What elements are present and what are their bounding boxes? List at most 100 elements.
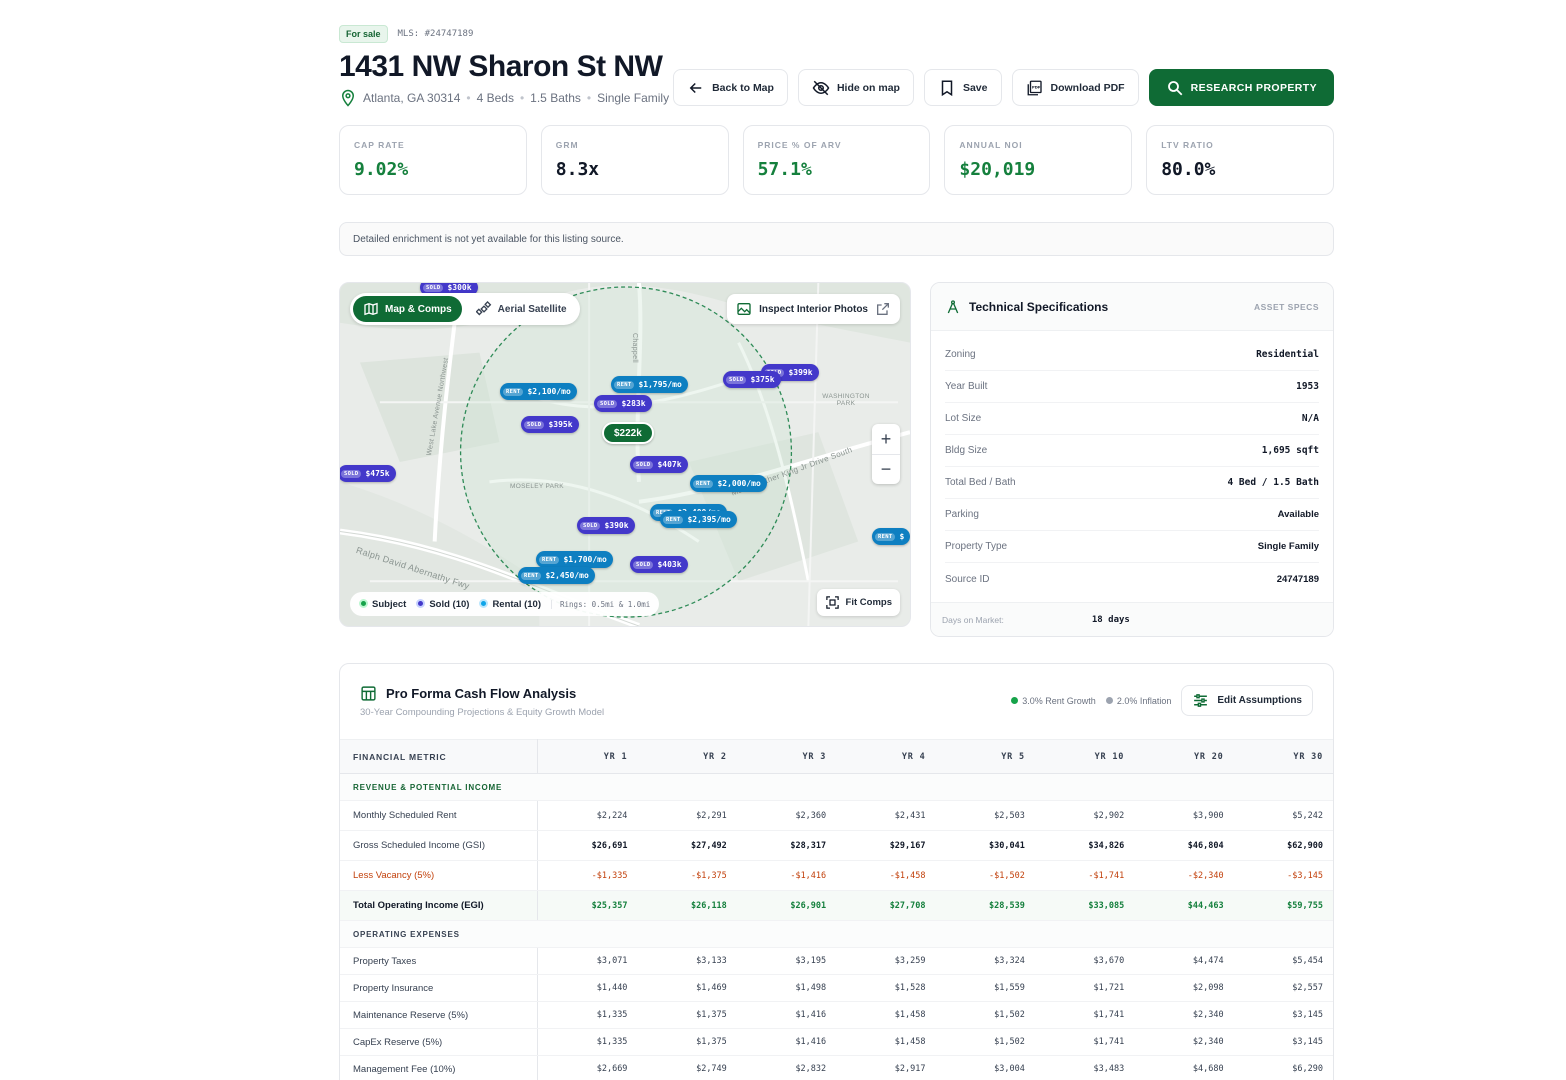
fit-bounds-icon (825, 596, 839, 609)
tab-aerial-satellite[interactable]: Aerial Satellite (466, 296, 577, 322)
comp-pin-sold[interactable]: SOLD $395k (521, 416, 579, 433)
location-pin-icon (339, 89, 357, 107)
save-button[interactable]: Save (923, 69, 1002, 106)
spec-row: Lot Size N/A (945, 403, 1319, 435)
hide-on-map-button[interactable]: Hide on map (797, 69, 914, 106)
comp-pin-sold[interactable]: SOLD $407k (630, 456, 688, 473)
comp-pin-rent[interactable]: RENT $1,700/mo (536, 551, 613, 568)
location-text: Atlanta, GA 30314 (363, 91, 461, 105)
comp-pin-rent[interactable]: RENT $ (872, 528, 910, 545)
comp-pin-sold[interactable]: SOLD $300k (420, 283, 478, 296)
comps-map[interactable]: MOSELEY PARK WASHINGTON PARK Ralph David… (339, 282, 911, 627)
comp-pin-sold[interactable]: SOLD $375k (723, 371, 781, 388)
header-actions: Back to Map Hide on map Save PDF Downloa… (673, 69, 1334, 106)
map-legend: Subject Sold (10) Rental (10) Rings: 0.5… (350, 592, 660, 616)
inflation-chip: 2.0% Inflation (1105, 696, 1171, 706)
pdf-icon: PDF (1027, 80, 1042, 95)
table-icon (361, 686, 376, 701)
subject-pin[interactable]: $222k (602, 422, 654, 444)
table-row: CapEx Reserve (5%) $1,335 $1,375 $1,416 $1,… (340, 1028, 1333, 1056)
download-pdf-button[interactable]: PDF Download PDF (1011, 69, 1139, 106)
spec-rows: Zoning Residential Year Built 1953 Lot Siz… (931, 331, 1333, 595)
kpi-cap-rate: CAP RATE 9.02% (339, 125, 527, 195)
back-to-map-button[interactable]: Back to Map (673, 69, 788, 106)
search-icon (1167, 80, 1182, 95)
compass-drafting-icon (947, 299, 959, 313)
baths-text: 1.5 Baths (530, 91, 581, 105)
spec-row: Source ID 24747189 (945, 573, 1319, 585)
property-header: For sale MLS: #24747189 1431 NW Sharon S… (339, 24, 1334, 114)
research-property-button[interactable]: RESEARCH PROPERTY (1148, 69, 1334, 106)
image-icon (737, 303, 751, 315)
spec-row: Zoning Residential (945, 339, 1319, 371)
map-label-moseley: MOSELEY PARK (510, 483, 564, 490)
map-label-chappell: Chappell (631, 333, 638, 364)
page-title: 1431 NW Sharon St NW (339, 50, 663, 83)
days-on-market: Days on Market: 18 days (931, 602, 1333, 636)
specs-title: Technical Specifications (969, 299, 1109, 314)
external-link-icon (877, 303, 889, 315)
arrow-left-icon (689, 82, 702, 93)
comp-pin-sold[interactable]: SOLD $475k (340, 465, 396, 482)
kpi-ltv-ratio: LTV RATIO 80.0% (1146, 125, 1334, 195)
comp-pin-rent[interactable]: RENT $1,795/mo (611, 376, 688, 393)
map-background (340, 283, 910, 626)
property-type-text: Single Family (597, 91, 670, 105)
enrichment-notice: Detailed enrichment is not yet available… (339, 222, 1334, 256)
table-row: Less Vacancy (5%) -$1,335 -$1,375 -$1,416-… (340, 860, 1333, 891)
spec-row: Total Bed / Bath 4 Bed / 1.5 Bath (945, 467, 1319, 499)
pro-forma-panel: Pro Forma Cash Flow Analysis 30-Year Com… (339, 663, 1334, 1080)
pro-forma-subtitle: 30-Year Compounding Projections & Equity… (360, 707, 605, 718)
spec-row: Property Type Single Family (945, 531, 1319, 563)
fit-comps-button[interactable]: Fit Comps (816, 589, 900, 616)
comp-pin-rent[interactable]: RENT $2,100/mo (500, 383, 577, 400)
technical-specs-panel: Technical Specifications ASSET SPECS Zon… (930, 282, 1334, 637)
map-view-tabs: Map & Comps Aerial Satellite (350, 293, 580, 325)
kpi-row: CAP RATE 9.02% GRM 8.3x PRICE % OF ARV 5… (339, 125, 1334, 195)
sliders-icon (1194, 694, 1208, 707)
table-row: Management Fee (10%) $2,669 $2,749 $2,832 $… (340, 1055, 1333, 1080)
table-row: Total Operating Income (EGI) $25,357 $26,… (340, 890, 1333, 921)
pro-forma-title: Pro Forma Cash Flow Analysis (386, 686, 577, 701)
legend-rings: Rings: 0.5mi & 1.0mi (551, 599, 650, 609)
comp-pin-sold[interactable]: SOLD $283k (594, 395, 652, 412)
eye-off-icon (812, 80, 830, 95)
satellite-icon (475, 301, 491, 316)
legend-sold: Sold (10) (416, 598, 469, 610)
cash-flow-table: FINANCIAL METRIC YR 1 YR 2 YR 3 YR 4 YR … (340, 739, 1333, 1080)
kpi-annual-noi: ANNUAL NOI $20,019 (944, 125, 1133, 195)
inspect-photos-button[interactable]: Inspect Interior Photos (727, 294, 900, 324)
bookmark-icon (941, 80, 953, 96)
comp-pin-rent[interactable]: RENT $2,450/mo (518, 567, 595, 584)
beds-text: 4 Beds (476, 91, 514, 105)
kpi-price-arv: PRICE % OF ARV 57.1% (742, 125, 931, 195)
zoom-out-button[interactable]: − (872, 454, 900, 484)
table-row: Property Insurance $1,440 $1,469 $1,498 $1,… (340, 974, 1333, 1002)
table-header-row: FINANCIAL METRIC YR 1 YR 2 YR 3 YR 4 YR … (340, 739, 1333, 774)
spec-row: Year Built 1953 (945, 371, 1319, 403)
property-subline: Atlanta, GA 30314 • 4 Beds • 1.5 Baths •… (339, 89, 1334, 107)
specs-tag: ASSET SPECS (1253, 301, 1319, 312)
spec-row: Bldg Size 1,695 sqft (945, 435, 1319, 467)
rent-growth-chip: 3.0% Rent Growth (1011, 696, 1096, 706)
edit-assumptions-button[interactable]: Edit Assumptions (1181, 685, 1313, 716)
table-row: Gross Scheduled Income (GSI) $26,691 $27,… (340, 830, 1333, 861)
zoom-in-button[interactable]: + (880, 428, 892, 449)
mls-number: MLS: #24747189 (397, 29, 474, 39)
comp-pin-sold[interactable]: SOLD $390k (577, 517, 635, 534)
map-label-washington: WASHINGTON PARK (822, 393, 870, 407)
table-row: Property Taxes $3,071 $3,133 $3,195 $3,259 $… (340, 947, 1333, 975)
kpi-grm: GRM 8.3x (540, 125, 729, 195)
comp-pin-rent[interactable]: RENT $2,000/mo (690, 475, 767, 492)
legend-subject: Subject (359, 598, 406, 610)
section-revenue: REVENUE & POTENTIAL INCOME (340, 773, 1333, 801)
tab-map-comps[interactable]: Map & Comps (353, 296, 462, 322)
zoom-controls: + − (872, 424, 900, 484)
section-operating-expenses: OPERATING EXPENSES (340, 920, 1333, 948)
map-icon (364, 302, 378, 316)
comp-pin-sold[interactable]: SOLD $403k (630, 556, 688, 573)
comp-pin-rent[interactable]: RENT $2,395/mo (660, 511, 737, 528)
status-badge: For sale (339, 25, 388, 43)
legend-rental: Rental (10) (479, 598, 541, 610)
spec-row: Parking Available (945, 499, 1319, 531)
